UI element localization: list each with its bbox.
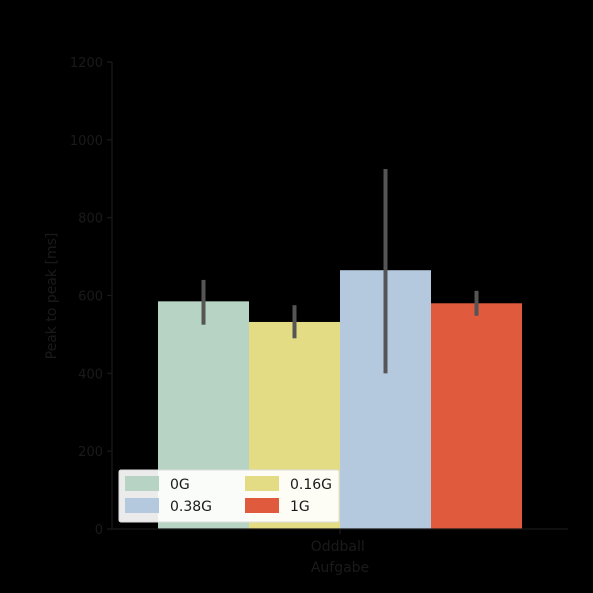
y-tick-label: 600: [78, 290, 103, 305]
legend-box: [118, 469, 340, 523]
legend-label-0.38G: 0.38G: [170, 499, 212, 515]
x-axis-label: Oddball Aufgabe: [311, 539, 370, 576]
bars-layer: [158, 270, 522, 529]
legend: 0G 0.16G 0.38G 1G: [118, 469, 340, 523]
y-ticks: 0 200 400 600 800 1000 1200: [70, 56, 112, 538]
y-tick-label: 200: [78, 445, 103, 460]
y-axis-label: Peak to peak [ms]: [44, 233, 60, 360]
x-label-line-2: Aufgabe: [311, 560, 369, 576]
y-tick-label: 800: [78, 212, 103, 227]
bar-1G: [431, 303, 522, 529]
y-tick-label: 0: [95, 523, 103, 538]
y-tick-label: 1000: [70, 134, 103, 149]
legend-swatch-0G: [125, 476, 159, 491]
legend-label-1G: 1G: [290, 499, 310, 515]
error-bars-layer: [201, 169, 479, 374]
legend-swatch-1G: [245, 498, 279, 513]
y-tick-label: 400: [78, 367, 103, 382]
legend-swatch-0.38G: [125, 498, 159, 513]
legend-label-0.16G: 0.16G: [290, 477, 332, 493]
legend-label-0G: 0G: [170, 477, 190, 493]
y-tick-label: 1200: [70, 56, 103, 71]
legend-swatch-0.16G: [245, 476, 279, 491]
x-label-line-1: Oddball: [311, 539, 365, 555]
